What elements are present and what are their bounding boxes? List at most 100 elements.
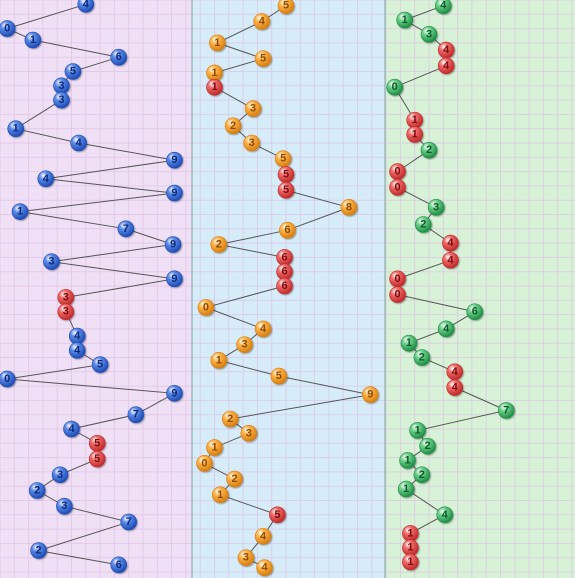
node-label: 1 xyxy=(214,37,220,49)
node-label: 6 xyxy=(282,266,288,278)
node: 1 xyxy=(402,525,418,541)
node-label: 0 xyxy=(4,373,10,385)
node-label: 1 xyxy=(17,206,23,218)
node-label: 6 xyxy=(116,51,122,63)
node: 5 xyxy=(89,435,105,451)
node: 1 xyxy=(402,540,418,556)
node: 2 xyxy=(227,471,243,487)
node: 5 xyxy=(255,51,271,67)
node: 0 xyxy=(390,164,406,180)
node: 2 xyxy=(415,217,431,233)
node-label: 4 xyxy=(261,562,268,574)
node: 1 xyxy=(207,440,223,456)
node: 4 xyxy=(437,507,453,523)
node: 4 xyxy=(442,252,458,268)
node-label: 1 xyxy=(403,483,409,495)
node: 1 xyxy=(407,126,423,142)
node: 6 xyxy=(279,222,295,238)
node-label: 1 xyxy=(211,442,217,454)
node: 2 xyxy=(29,482,45,498)
node-label: 4 xyxy=(440,0,447,12)
node: 1 xyxy=(400,452,416,468)
node: 6 xyxy=(467,304,483,320)
node-label: 1 xyxy=(406,337,412,349)
node-label: 5 xyxy=(283,168,289,180)
node-label: 7 xyxy=(126,516,132,528)
node: 6 xyxy=(277,264,293,280)
node-label: 1 xyxy=(404,454,410,466)
node-label: 2 xyxy=(420,219,426,231)
node-label: 0 xyxy=(203,301,209,313)
node: 1 xyxy=(398,481,414,497)
node: 1 xyxy=(209,35,225,51)
node: 9 xyxy=(166,385,182,401)
node: 4 xyxy=(255,321,271,337)
node-label: 4 xyxy=(76,137,83,149)
node-label: 4 xyxy=(452,366,459,378)
node-label: 3 xyxy=(246,427,252,439)
node: 5 xyxy=(278,0,294,14)
node-label: 0 xyxy=(394,273,400,285)
node-label: 2 xyxy=(227,413,233,425)
node: 6 xyxy=(277,249,293,265)
node-label: 3 xyxy=(250,103,256,115)
node-label: 4 xyxy=(259,15,266,27)
node-label: 0 xyxy=(394,289,400,301)
node-label: 0 xyxy=(201,457,207,469)
node: 4 xyxy=(447,380,463,396)
node-label: 3 xyxy=(61,500,67,512)
node-label: 0 xyxy=(392,81,398,93)
node: 1 xyxy=(207,79,223,95)
node-label: 3 xyxy=(63,306,69,318)
node: 5 xyxy=(271,368,287,384)
node: 4 xyxy=(442,235,458,251)
node-label: 9 xyxy=(171,154,177,166)
node: 2 xyxy=(414,467,430,483)
node: 6 xyxy=(277,278,293,294)
node: 7 xyxy=(118,221,134,237)
node-label: 7 xyxy=(133,409,139,421)
node: 4 xyxy=(69,328,85,344)
node-label: 3 xyxy=(57,469,63,481)
node-label: 1 xyxy=(13,123,19,135)
node: 1 xyxy=(402,554,418,570)
node-label: 4 xyxy=(74,344,81,356)
node-label: 2 xyxy=(231,473,237,485)
node-label: 2 xyxy=(34,484,40,496)
node: 4 xyxy=(254,13,270,29)
node-label: 5 xyxy=(276,370,282,382)
node-label: 0 xyxy=(394,166,400,178)
node-label: 1 xyxy=(407,527,413,539)
node-label: 1 xyxy=(402,14,408,26)
node: 7 xyxy=(498,402,514,418)
node: 6 xyxy=(111,49,127,65)
node-label: 3 xyxy=(243,552,249,564)
node: 1 xyxy=(401,335,417,351)
node: 0 xyxy=(390,287,406,303)
node-label: 4 xyxy=(74,330,81,342)
node-label: 3 xyxy=(58,80,64,92)
node: 2 xyxy=(225,118,241,134)
node: 3 xyxy=(237,337,253,353)
node: 0 xyxy=(0,21,15,37)
node: 1 xyxy=(207,65,223,81)
node: 0 xyxy=(0,371,15,387)
node: 5 xyxy=(65,64,81,80)
node: 4 xyxy=(38,171,54,187)
node-label: 2 xyxy=(419,352,425,364)
node: 5 xyxy=(89,451,105,467)
node: 3 xyxy=(241,425,257,441)
node: 4 xyxy=(435,0,451,14)
node: 4 xyxy=(438,58,454,74)
node-label: 1 xyxy=(216,354,222,366)
node: 0 xyxy=(198,299,214,315)
node-label: 6 xyxy=(472,306,478,318)
node-label: 7 xyxy=(503,404,509,416)
node: 3 xyxy=(56,498,72,514)
node-label: 1 xyxy=(211,67,217,79)
node: 2 xyxy=(421,142,437,158)
node: 1 xyxy=(8,121,24,137)
node-label: 9 xyxy=(171,387,177,399)
node-label: 6 xyxy=(282,251,288,263)
node-label: 3 xyxy=(58,94,64,106)
